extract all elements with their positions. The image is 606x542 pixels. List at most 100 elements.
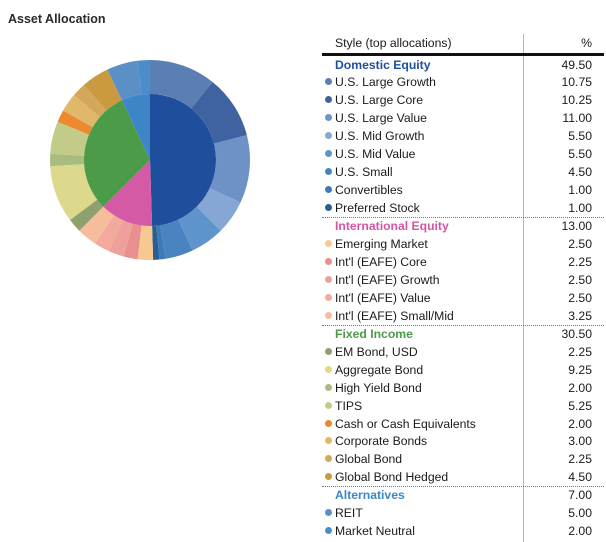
allocation-table: Style (top allocations) % Domestic Equit… bbox=[322, 34, 604, 542]
outer-slice-market-neutral bbox=[137, 60, 150, 95]
outer-slice-aggregate-bond bbox=[50, 164, 98, 221]
legend-dot bbox=[325, 437, 332, 445]
legend-dot bbox=[325, 401, 332, 409]
outer-slice-u-s-large-growth bbox=[150, 60, 213, 109]
row-label: Global Bond Hedged bbox=[335, 470, 449, 485]
row-label: Cash or Cash Equivalents bbox=[335, 416, 476, 431]
inner-slice-alternatives bbox=[121, 94, 150, 160]
row-value: 3.25 bbox=[568, 308, 592, 323]
table-row-high-yield-bond: High Yield Bond 2.00 bbox=[322, 379, 604, 397]
group-label: Alternatives bbox=[335, 488, 405, 503]
row-label: EM Bond, USD bbox=[335, 344, 418, 359]
outer-slice-convertibles bbox=[156, 225, 166, 260]
group-row-domestic-equity: Domestic Equity 49.50 bbox=[322, 56, 604, 74]
row-value: 2.00 bbox=[568, 416, 592, 431]
outer-slice-high-yield-bond bbox=[50, 153, 85, 167]
table-row-convertibles: Convertibles 1.00 bbox=[322, 181, 604, 199]
row-label: Int'l (EAFE) Growth bbox=[335, 272, 440, 287]
row-value: 2.50 bbox=[568, 290, 592, 305]
outer-slice-int-l-eafe-small-mid bbox=[79, 206, 114, 244]
table-row-u-s-large-core: U.S. Large Core 10.25 bbox=[322, 91, 604, 109]
row-value: 1.00 bbox=[568, 201, 592, 216]
group-value: 49.50 bbox=[561, 57, 593, 72]
legend-dot bbox=[325, 473, 332, 481]
table-row-cash-or-cash-equivalents: Cash or Cash Equivalents 2.00 bbox=[322, 415, 604, 433]
table-row-u-s-mid-growth: U.S. Mid Growth 5.50 bbox=[322, 127, 604, 145]
legend-dot bbox=[325, 257, 332, 265]
table-row-int-l-eafe-growth: Int'l (EAFE) Growth 2.50 bbox=[322, 271, 604, 289]
legend-dot bbox=[325, 96, 332, 104]
percent-column-header: % bbox=[581, 36, 592, 50]
legend-dot bbox=[325, 168, 332, 176]
inner-slice-domestic-equity bbox=[150, 94, 217, 226]
outer-slice-u-s-small bbox=[160, 219, 193, 259]
outer-slice-emerging-market bbox=[137, 225, 154, 260]
legend-dot bbox=[325, 186, 332, 194]
header-rule bbox=[322, 53, 604, 56]
legend-dot bbox=[325, 78, 332, 86]
row-label: U.S. Large Growth bbox=[335, 75, 436, 90]
row-label: Convertibles bbox=[335, 183, 403, 198]
outer-slice-int-l-eafe-growth bbox=[108, 220, 133, 257]
outer-slice-reit bbox=[107, 60, 142, 101]
row-value: 10.75 bbox=[561, 75, 593, 90]
outer-slice-em-bond-usd bbox=[70, 199, 104, 231]
group-row-international-equity: International Equity 13.00 bbox=[322, 217, 604, 235]
table-row-aggregate-bond: Aggregate Bond 9.25 bbox=[322, 361, 604, 379]
legend-dot bbox=[325, 293, 332, 301]
row-label: Global Bond bbox=[335, 452, 403, 467]
table-row-global-bond: Global Bond 2.25 bbox=[322, 450, 604, 468]
row-label: U.S. Large Value bbox=[335, 111, 427, 126]
row-value: 5.00 bbox=[568, 506, 592, 521]
group-divider bbox=[322, 217, 604, 219]
group-label: Domestic Equity bbox=[335, 57, 431, 72]
row-label: High Yield Bond bbox=[335, 380, 422, 395]
allocation-sunburst-chart bbox=[50, 60, 250, 260]
outer-slice-corporate-bonds bbox=[63, 95, 100, 128]
legend-dot bbox=[325, 150, 332, 158]
outer-slice-preferred-stock bbox=[152, 225, 160, 260]
legend-dot bbox=[325, 509, 332, 517]
style-column-header: Style (top allocations) bbox=[335, 36, 452, 50]
table-row-u-s-mid-value: U.S. Mid Value 5.50 bbox=[322, 145, 604, 163]
group-value: 13.00 bbox=[561, 219, 593, 234]
legend-dot bbox=[325, 132, 332, 140]
legend-dot bbox=[325, 347, 332, 355]
row-value: 2.25 bbox=[568, 452, 592, 467]
inner-slice-international-equity bbox=[103, 160, 153, 227]
table-header: Style (top allocations) % bbox=[322, 34, 604, 52]
row-label: Aggregate Bond bbox=[335, 362, 424, 377]
inner-slice-fixed-income bbox=[84, 100, 150, 207]
outer-slice-cash-or-cash-equivalents bbox=[57, 110, 93, 135]
row-value: 4.50 bbox=[568, 470, 592, 485]
outer-slice-tips bbox=[50, 121, 90, 156]
legend-dot bbox=[325, 383, 332, 391]
outer-slice-u-s-large-core bbox=[191, 81, 247, 144]
table-row-reit: REIT 5.00 bbox=[322, 504, 604, 522]
legend-dot bbox=[325, 275, 332, 283]
table-row-global-bond-hedged: Global Bond Hedged 4.50 bbox=[322, 468, 604, 486]
outer-slice-global-bond-hedged bbox=[83, 69, 122, 111]
table-row-market-neutral: Market Neutral 2.00 bbox=[322, 522, 604, 540]
table-row-u-s-small: U.S. Small 4.50 bbox=[322, 163, 604, 181]
row-label: Corporate Bonds bbox=[335, 434, 428, 449]
row-label: REIT bbox=[335, 506, 363, 521]
table-row-tips: TIPS 5.25 bbox=[322, 397, 604, 415]
group-label: International Equity bbox=[335, 219, 449, 234]
row-value: 5.25 bbox=[568, 398, 592, 413]
row-label: Int'l (EAFE) Core bbox=[335, 254, 427, 269]
group-row-alternatives: Alternatives 7.00 bbox=[322, 486, 604, 504]
legend-dot bbox=[325, 419, 332, 427]
column-divider bbox=[523, 34, 524, 542]
group-divider bbox=[322, 486, 604, 488]
row-value: 9.25 bbox=[568, 362, 592, 377]
row-value: 2.25 bbox=[568, 344, 592, 359]
table-row-corporate-bonds: Corporate Bonds 3.00 bbox=[322, 432, 604, 450]
row-label: U.S. Small bbox=[335, 165, 393, 180]
legend-dot bbox=[325, 114, 332, 122]
row-value: 2.50 bbox=[568, 237, 592, 251]
table-row-u-s-large-growth: U.S. Large Growth 10.75 bbox=[322, 73, 604, 91]
row-value: 5.50 bbox=[568, 129, 592, 144]
row-label: Int'l (EAFE) Small/Mid bbox=[335, 308, 454, 323]
row-value: 11.00 bbox=[562, 111, 592, 126]
